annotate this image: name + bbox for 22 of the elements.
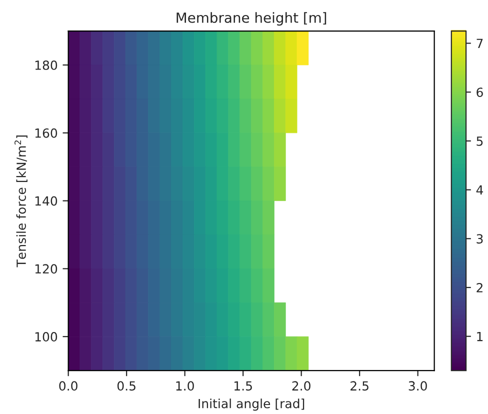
x-tick-label: 2.5 — [350, 381, 368, 391]
y-tick-label: 100 — [35, 332, 58, 342]
color-bar-label: 3 — [476, 234, 483, 244]
x-tick-label: 1.0 — [176, 381, 194, 391]
x-tick-label: 0.0 — [59, 381, 78, 391]
color-bar-label: 6 — [476, 88, 483, 98]
x-tick-label: 2.0 — [292, 381, 310, 391]
chart-title: Membrane height [m] — [176, 12, 326, 26]
color-bar-label: 7 — [476, 38, 483, 48]
color-bar-label: 2 — [476, 282, 482, 292]
color-bar-label: 4 — [476, 185, 484, 195]
x-axis-title: Initial angle [rad] — [198, 398, 304, 411]
y-tick-label: 120 — [35, 264, 58, 274]
x-tick-label: 3.0 — [408, 381, 427, 391]
y-tick-label: 140 — [35, 196, 58, 206]
y-tick-label: 180 — [35, 60, 58, 70]
y-axis-title: Tensile force [kN/m$^{2}$] — [14, 135, 28, 268]
x-tick-label: 1.5 — [234, 381, 252, 391]
x-tick-label: 0.5 — [117, 381, 136, 391]
color-bar-label: 1 — [477, 332, 483, 342]
y-tick-label: 160 — [35, 128, 58, 138]
color-bar-label: 5 — [476, 136, 483, 146]
